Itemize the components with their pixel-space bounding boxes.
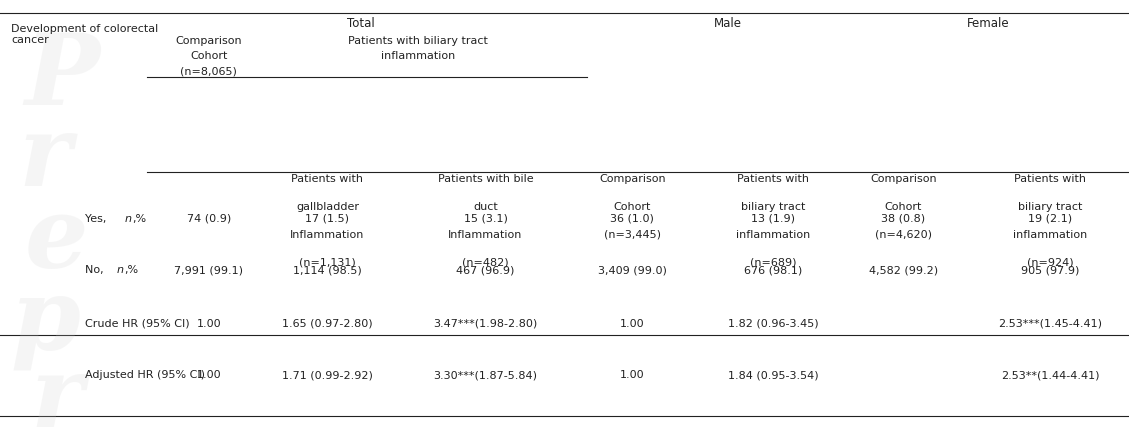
Text: biliary tract: biliary tract [1017,202,1083,211]
Text: 36 (1.0): 36 (1.0) [611,214,654,224]
Text: (n=8,065): (n=8,065) [181,66,237,76]
Text: Patients with: Patients with [1014,174,1086,184]
Text: 1.00: 1.00 [196,370,221,381]
Text: No,: No, [85,265,107,275]
Text: Adjusted HR (95% CI): Adjusted HR (95% CI) [85,370,204,381]
Text: Patients with: Patients with [291,174,364,184]
Text: 2.53***(1.45-4.41): 2.53***(1.45-4.41) [998,319,1102,329]
Text: 1.65 (0.97-2.80): 1.65 (0.97-2.80) [282,319,373,329]
Text: Comparison: Comparison [175,36,243,46]
Text: duct: duct [473,202,498,211]
Text: inflammation: inflammation [736,230,811,239]
Text: (n=4,620): (n=4,620) [875,230,931,239]
Text: Female: Female [966,17,1009,30]
Text: 19 (2.1): 19 (2.1) [1027,214,1073,224]
Text: 1.84 (0.95-3.54): 1.84 (0.95-3.54) [728,370,819,381]
Text: Cohort: Cohort [613,202,651,211]
Text: Patients with: Patients with [737,174,809,184]
Text: ,%: ,% [124,265,139,275]
Text: 3.47***(1.98-2.80): 3.47***(1.98-2.80) [434,319,537,329]
Text: 467 (96.9): 467 (96.9) [456,265,515,275]
Text: (n=482): (n=482) [462,257,509,267]
Text: inflammation: inflammation [1013,230,1087,239]
Text: (n=689): (n=689) [750,257,797,267]
Text: Patients with biliary tract: Patients with biliary tract [348,36,488,46]
Text: e: e [25,192,88,288]
Text: 13 (1.9): 13 (1.9) [752,214,795,224]
Text: inflammation: inflammation [380,51,455,61]
Text: (n=1,131): (n=1,131) [299,257,356,267]
Text: 905 (97.9): 905 (97.9) [1021,265,1079,275]
Text: p: p [10,274,80,370]
Text: Yes,: Yes, [85,214,110,224]
Text: 7,991 (99.1): 7,991 (99.1) [174,265,244,275]
Text: 74 (0.9): 74 (0.9) [186,214,231,224]
Text: 3,409 (99.0): 3,409 (99.0) [597,265,667,275]
Text: Cohort: Cohort [190,51,228,61]
Text: (n=924): (n=924) [1026,257,1074,267]
Text: r: r [19,111,71,207]
Text: 1.71 (0.99-2.92): 1.71 (0.99-2.92) [282,370,373,381]
Text: 17 (1.5): 17 (1.5) [306,214,349,224]
Text: 676 (98.1): 676 (98.1) [744,265,803,275]
Text: Total: Total [348,17,375,30]
Text: P: P [25,29,99,125]
Text: 1,114 (98.5): 1,114 (98.5) [294,265,361,275]
Text: Comparison: Comparison [869,174,937,184]
Text: Male: Male [715,17,742,30]
Text: r: r [30,351,82,429]
Text: 1.00: 1.00 [620,319,645,329]
Text: Inflammation: Inflammation [290,230,365,239]
Text: 2.53**(1.44-4.41): 2.53**(1.44-4.41) [1000,370,1100,381]
Text: 15 (3.1): 15 (3.1) [464,214,507,224]
Text: 1.00: 1.00 [620,370,645,381]
Text: n: n [124,214,131,224]
Text: 38 (0.8): 38 (0.8) [881,214,926,224]
Text: Crude HR (95% CI): Crude HR (95% CI) [85,319,190,329]
Text: Comparison: Comparison [598,174,666,184]
Text: ,%: ,% [132,214,147,224]
Text: Patients with bile: Patients with bile [438,174,533,184]
Text: 1.00: 1.00 [196,319,221,329]
Text: n: n [116,265,123,275]
Text: Development of colorectal
cancer: Development of colorectal cancer [11,24,158,45]
Text: 3.30***(1.87-5.84): 3.30***(1.87-5.84) [434,370,537,381]
Text: biliary tract: biliary tract [741,202,806,211]
Text: gallbladder: gallbladder [296,202,359,211]
Text: 4,582 (99.2): 4,582 (99.2) [868,265,938,275]
Text: Cohort: Cohort [884,202,922,211]
Text: Inflammation: Inflammation [448,230,523,239]
Text: 1.82 (0.96-3.45): 1.82 (0.96-3.45) [728,319,819,329]
Text: (n=3,445): (n=3,445) [604,230,660,239]
